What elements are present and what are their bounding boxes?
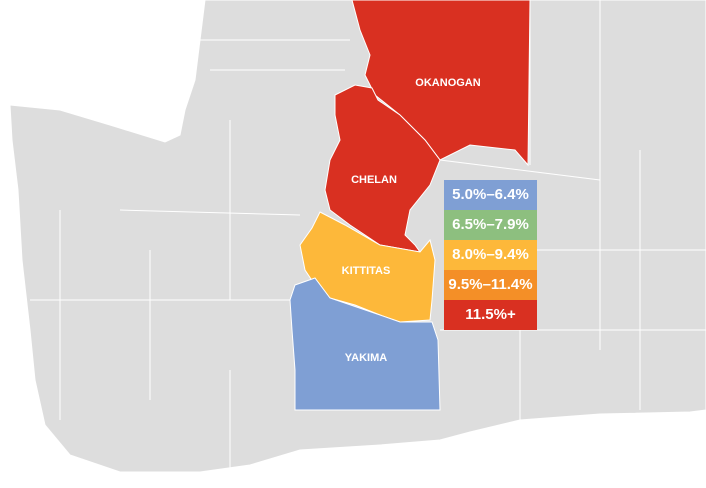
county-yakima[interactable] [289,277,441,411]
legend: 5.0%–6.4% 6.5%–7.9% 8.0%–9.4% 9.5%–11.4%… [444,180,537,330]
legend-item: 11.5%+ [444,300,537,330]
legend-item: 9.5%–11.4% [444,270,537,300]
legend-item: 6.5%–7.9% [444,210,537,240]
county-chelan[interactable] [324,84,441,253]
label-kittitas: KITTITAS [341,265,391,277]
label-chelan: CHELAN [351,174,397,186]
county-borders [30,0,706,470]
legend-item: 8.0%–9.4% [444,240,537,270]
label-okanogan: OKANOGAN [415,77,481,89]
legend-item: 5.0%–6.4% [444,180,537,210]
label-yakima: YAKIMA [344,352,388,364]
